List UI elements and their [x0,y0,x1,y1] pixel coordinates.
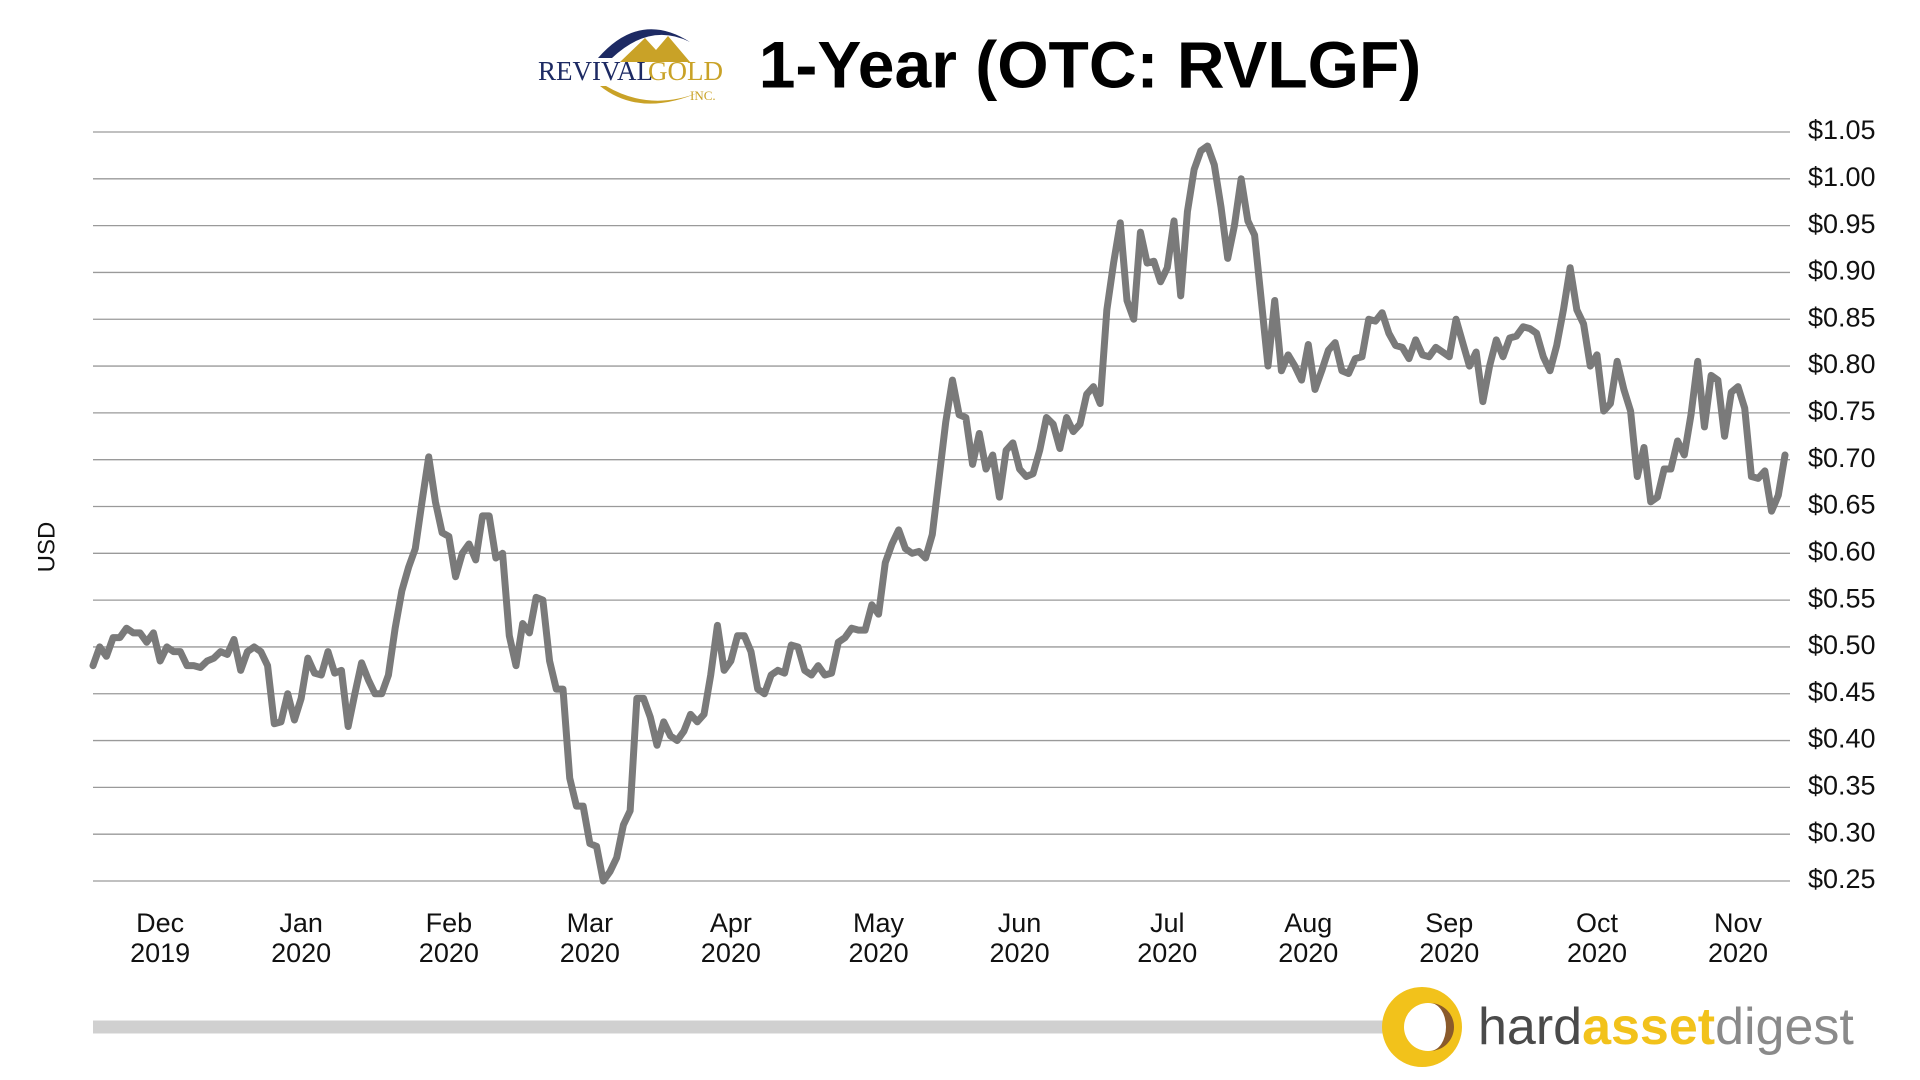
x-tick-label: Aug 2020 [1278,908,1339,968]
x-tick-label: Jan 2020 [271,908,332,968]
logo-mountains [620,36,690,62]
x-tick-label: Apr 2020 [700,908,761,968]
y-tick-label: $1.00 [1808,162,1876,192]
x-tick-label: May 2020 [848,908,909,968]
brand-logo: hardassetdigest [1382,987,1854,1067]
logo-name-second: GOLD [648,56,723,86]
y-tick-label: $0.35 [1808,771,1876,801]
x-tick-label: Sep 2020 [1419,908,1480,968]
logo-swoosh [600,86,700,104]
y-tick-label: $0.70 [1808,443,1876,473]
y-tick-label: $0.85 [1808,302,1876,332]
x-tick-label: Dec 2019 [130,908,191,968]
brand-ring [1404,1003,1452,1051]
y-tick-label: $0.45 [1808,677,1876,707]
y-tick-label: $0.60 [1808,536,1876,566]
y-tick-label: $0.75 [1808,396,1876,426]
x-tick-label: Oct 2020 [1566,908,1628,968]
y-tick-label: $1.05 [1808,115,1876,145]
y-tick-label: $0.95 [1808,209,1876,239]
chart-title: 1-Year (OTC: RVLGF) [759,27,1422,101]
brand-part: digest [1715,998,1854,1056]
y-tick-label: $0.50 [1808,630,1876,660]
x-tick-label: Feb 2020 [418,908,479,968]
brand-text: hardassetdigest [1478,998,1854,1056]
y-tick-label: $0.80 [1808,349,1876,379]
y-tick-label: $0.30 [1808,817,1876,847]
company-logo: REVIVAL GOLD INC. [538,29,723,104]
x-tick-label: Jun 2020 [989,908,1050,968]
logo-suffix: INC. [690,88,716,103]
y-tick-label: $0.25 [1808,864,1876,894]
x-tick-label: Nov 2020 [1707,908,1769,968]
y-tick-label: $0.65 [1808,490,1876,520]
brand-part: asset [1582,998,1715,1056]
brand-crescent [1430,1003,1454,1051]
brand-part: hard [1478,998,1582,1056]
y-tick-label: $0.90 [1808,256,1876,286]
y-tick-label: $0.55 [1808,583,1876,613]
y-tick-label: $0.40 [1808,724,1876,754]
x-tick-label: Mar 2020 [559,908,620,968]
logo-arc [598,29,690,58]
logo-name-first: REVIVAL [538,56,653,86]
price-line [89,142,1789,885]
x-tick-label: Jul 2020 [1137,908,1198,968]
y-axis-label: USD [33,522,60,573]
